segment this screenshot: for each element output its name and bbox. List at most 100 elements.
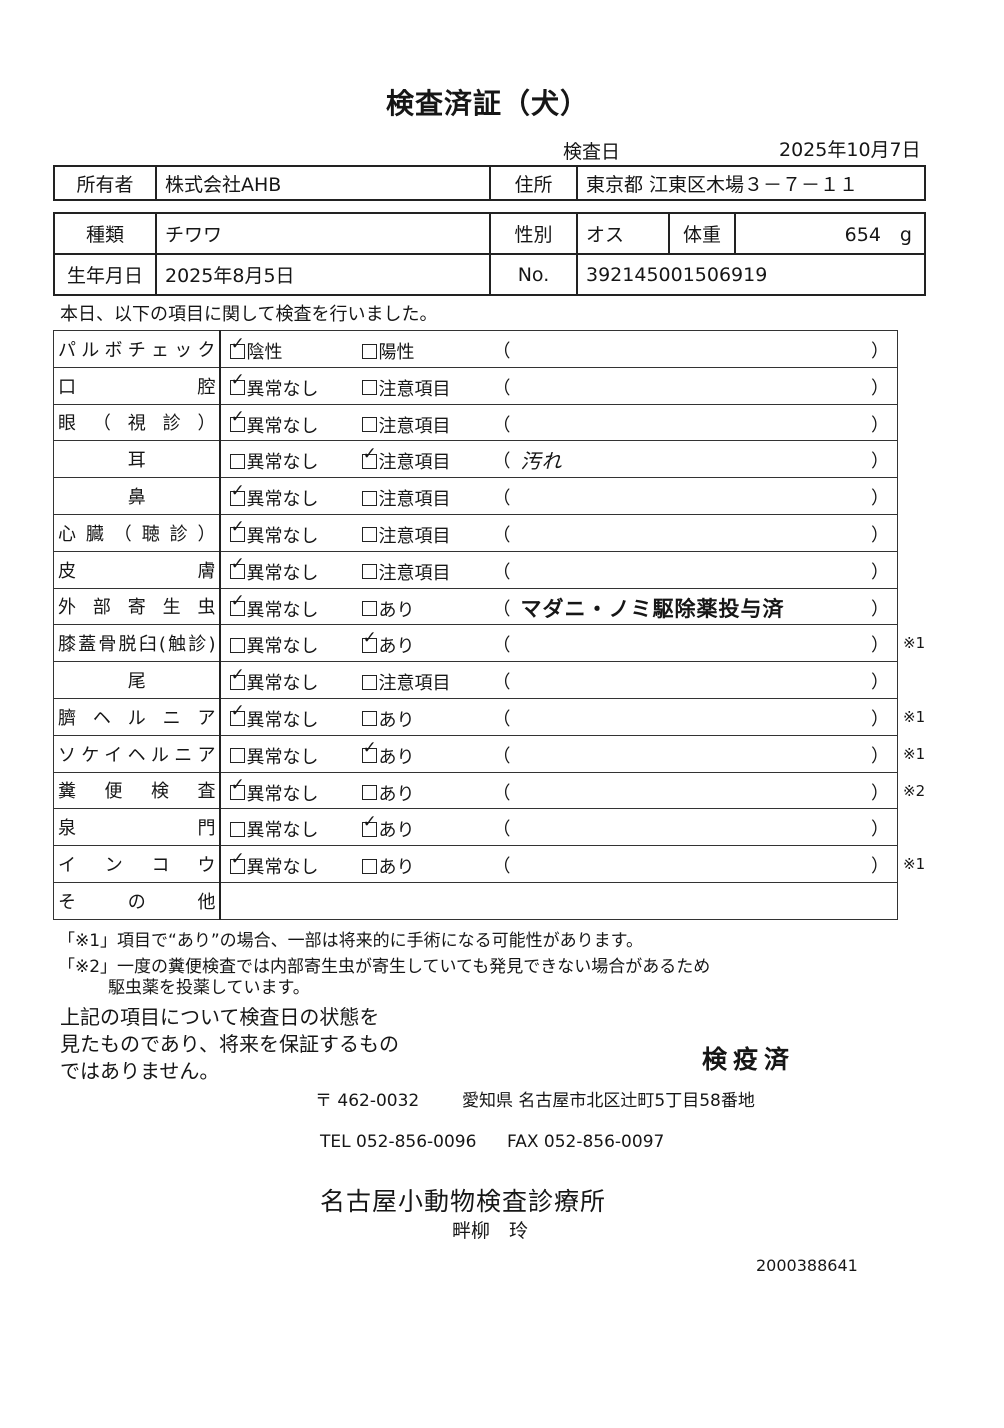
option-label: 陰性 <box>246 342 283 363</box>
inspection-item-label: 皮膚 <box>53 550 220 589</box>
checkbox[interactable]: ✓ <box>361 813 377 837</box>
checkbox[interactable] <box>229 453 245 469</box>
checkmark-icon: ✓ <box>362 811 377 832</box>
option-opt2[interactable]: ✓ 注意項目 <box>361 445 451 474</box>
option-label: 異常なし <box>246 525 319 547</box>
checkbox[interactable]: ✓ <box>229 850 245 874</box>
checkbox[interactable] <box>361 380 377 396</box>
option-opt1[interactable]: ✓ 異常なし <box>229 482 319 511</box>
option-opt1[interactable]: ✓ 異常なし <box>229 703 319 732</box>
checkbox[interactable]: ✓ <box>229 703 245 727</box>
option-opt2[interactable]: 注意項目 <box>361 412 451 438</box>
option-opt2[interactable]: ✓ あり <box>361 740 415 769</box>
document-number: 2000388641 <box>756 1256 858 1275</box>
option-opt1[interactable]: ✓ 異常なし <box>229 850 319 879</box>
option-opt2[interactable]: あり <box>361 596 415 622</box>
checkmark-icon: ✓ <box>230 480 245 501</box>
option-opt2[interactable]: 注意項目 <box>361 375 451 401</box>
disclaimer-line: ではありません。 <box>60 1059 220 1083</box>
option-opt1[interactable]: 異常なし <box>229 632 319 658</box>
paren-close: ） <box>871 451 889 473</box>
option-opt1[interactable]: ✓ 異常なし <box>229 409 319 438</box>
checkbox[interactable] <box>361 858 377 874</box>
option-label: 注意項目 <box>378 673 451 695</box>
inspection-result: ✓ 陰性 陽性 （ ） <box>218 330 898 368</box>
checkbox[interactable] <box>361 490 377 506</box>
inspection-row: 外部寄生虫 ✓ 異常なし あり （ マダニ・ノミ駆除薬投与済 ） <box>53 587 898 626</box>
checkmark-icon: ✓ <box>230 775 245 796</box>
paren-open: （ <box>492 708 511 730</box>
option-opt1[interactable]: ✓ 異常なし <box>229 777 319 806</box>
option-opt2[interactable]: あり <box>361 780 415 806</box>
option-label: 陽性 <box>378 342 415 363</box>
footnote-marker: ※1 <box>903 855 926 874</box>
disclaimer: 上記の項目について検査日の状態を 見たものであり、将来を保証するもの ではありま… <box>60 1004 399 1085</box>
paren-open: （ <box>492 451 511 473</box>
option-label: 異常なし <box>246 673 319 695</box>
paren-close: ） <box>871 745 889 767</box>
checkbox[interactable]: ✓ <box>229 666 245 690</box>
disclaimer-line: 上記の項目について検査日の状態を <box>60 1005 380 1029</box>
inspection-item-label: 心臓（聴診） <box>53 513 220 552</box>
checkbox[interactable]: ✓ <box>229 372 245 396</box>
checkbox[interactable] <box>361 785 377 801</box>
option-opt1[interactable]: ✓ 異常なし <box>229 593 319 622</box>
option-opt2[interactable]: 注意項目 <box>361 559 451 585</box>
checkbox[interactable]: ✓ <box>229 482 245 506</box>
option-opt2[interactable]: 注意項目 <box>361 485 451 511</box>
option-opt2[interactable]: ✓ あり <box>361 813 415 842</box>
inspection-item-label: 膝蓋骨脱臼(触診) <box>53 624 220 663</box>
checkbox[interactable] <box>361 417 377 433</box>
checkbox[interactable] <box>361 527 377 543</box>
checkbox[interactable]: ✓ <box>229 519 245 543</box>
checkbox[interactable] <box>229 821 245 837</box>
checkbox[interactable]: ✓ <box>229 335 245 359</box>
document-title: 検査済証（犬） <box>385 87 589 120</box>
option-opt1[interactable]: ✓ 陰性 <box>229 335 283 364</box>
checkbox[interactable]: ✓ <box>229 593 245 617</box>
inspection-result: ✓ 異常なし 注意項目 （ ） <box>218 550 898 589</box>
option-opt2[interactable]: 陽性 <box>361 338 415 364</box>
paren-close: ） <box>871 341 889 362</box>
checkbox[interactable]: ✓ <box>229 556 245 580</box>
checkbox[interactable]: ✓ <box>229 777 245 801</box>
option-label: 注意項目 <box>378 378 451 400</box>
option-opt2[interactable]: 注意項目 <box>361 522 451 548</box>
paren-close: ） <box>871 635 889 657</box>
footnote-2: 「※2」一度の糞便検査では内部寄生虫が寄生していても発見できない場合があるため <box>58 957 711 977</box>
checkbox[interactable] <box>229 637 245 653</box>
clinic-fax: FAX 052-856-0097 <box>507 1132 665 1152</box>
inspection-row: 尾 ✓ 異常なし 注意項目 （ ） <box>53 661 898 699</box>
option-opt1[interactable]: ✓ 異常なし <box>229 372 319 401</box>
option-label: 注意項目 <box>378 452 451 474</box>
inspection-row: 泉門 異常なし ✓ あり （ ） <box>53 808 898 847</box>
option-opt1[interactable]: 異常なし <box>229 743 319 769</box>
option-opt2[interactable]: あり <box>361 853 415 879</box>
option-label: 異常なし <box>246 562 319 584</box>
option-opt1[interactable]: ✓ 異常なし <box>229 556 319 585</box>
option-opt2[interactable]: 注意項目 <box>361 669 451 695</box>
inspection-result: ✓ 異常なし あり （ マダニ・ノミ駆除薬投与済 ） <box>218 587 898 626</box>
checkbox[interactable] <box>361 674 377 690</box>
checkmark-icon: ✓ <box>230 554 245 575</box>
checkmark-icon: ✓ <box>230 848 245 869</box>
inspection-result: 異常なし ✓ 注意項目 （ 汚れ ） <box>218 440 898 479</box>
option-opt1[interactable]: ✓ 異常なし <box>229 519 319 548</box>
checkbox[interactable] <box>229 748 245 764</box>
option-opt2[interactable]: ✓ あり <box>361 629 415 658</box>
checkbox[interactable] <box>361 601 377 617</box>
checkbox[interactable]: ✓ <box>361 629 377 653</box>
option-opt1[interactable]: 異常なし <box>229 816 319 842</box>
checkbox[interactable] <box>361 564 377 580</box>
option-opt1[interactable]: ✓ 異常なし <box>229 666 319 695</box>
inspection-row: 耳 異常なし ✓ 注意項目 （ 汚れ ） <box>53 440 898 479</box>
option-opt1[interactable]: 異常なし <box>229 448 319 474</box>
checkbox[interactable]: ✓ <box>361 445 377 469</box>
checkbox[interactable]: ✓ <box>361 740 377 764</box>
inspection-item-label: 外部寄生虫 <box>53 587 220 626</box>
option-opt2[interactable]: あり <box>361 706 415 732</box>
checkmark-icon: ✓ <box>230 591 245 612</box>
checkbox[interactable]: ✓ <box>229 409 245 433</box>
checkbox[interactable] <box>361 711 377 727</box>
checkbox[interactable] <box>361 343 377 359</box>
